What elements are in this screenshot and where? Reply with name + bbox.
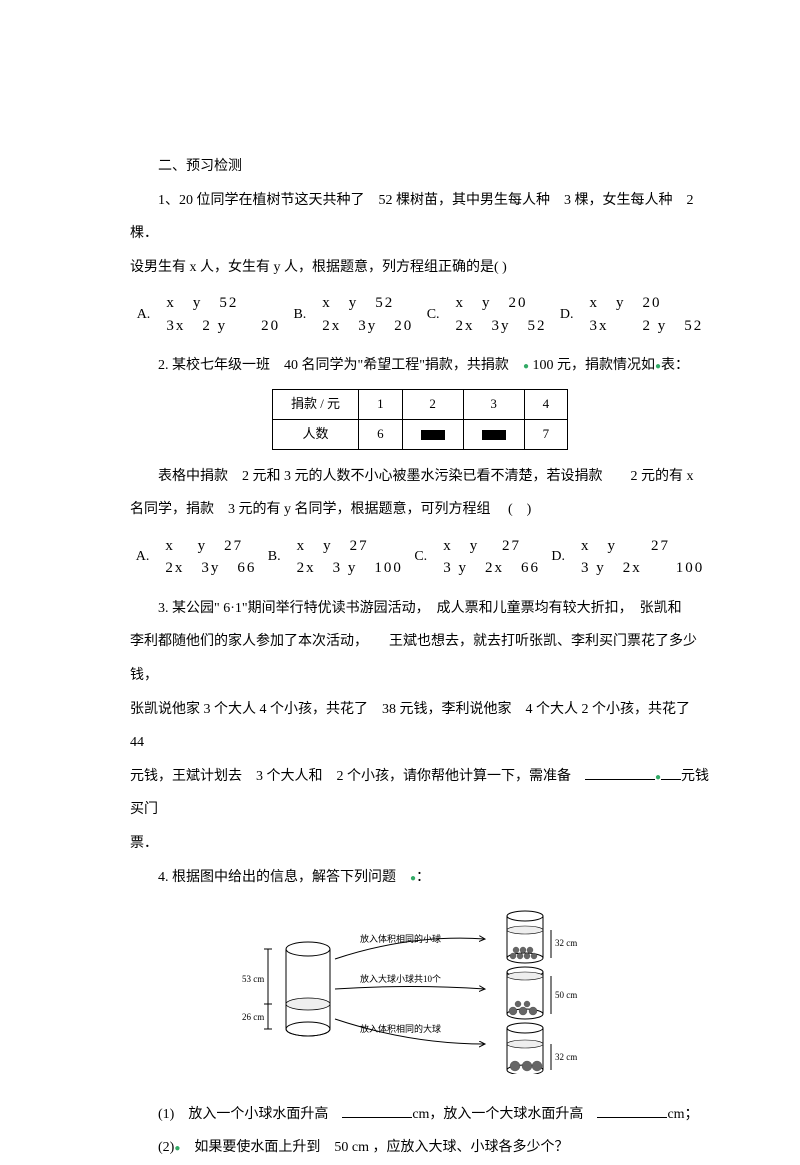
q2-option-c: C. x y 27 3 y 2x 66: [414, 535, 540, 580]
cell: 3: [463, 389, 524, 419]
eq: x y 20: [590, 292, 704, 315]
eq: x y 27: [581, 535, 704, 558]
label: 放入大球小球共10个: [360, 973, 441, 984]
q1-option-a: A. x y 52 3x 2 y 20: [137, 292, 280, 337]
label: 放入体积相同的小球: [360, 933, 441, 944]
q4-s1b: cm，放入一个大球水面升高: [412, 1107, 597, 1122]
section-title: 二、预习检测: [130, 150, 710, 184]
option-label: C.: [414, 540, 427, 574]
blank-line: [342, 1104, 412, 1118]
q4-title: 4. 根据图中给出的信息，解答下列问题 ●：: [130, 861, 710, 895]
label: 26 cm: [242, 1012, 264, 1022]
ink-icon: [482, 430, 506, 440]
eq: 3 y 2x 66: [443, 557, 540, 580]
q2-options: A. x y 27 2x 3y 66 B. x y 27 2x 3 y 100 …: [130, 535, 710, 580]
q4-s1a: (1) 放入一个小球水面升高: [158, 1107, 342, 1122]
option-label: D.: [560, 298, 574, 332]
q2-l1b: 100 元，捐款情况如: [529, 358, 655, 373]
q3-l1: 3. 某公园" 6·1"期间举行特优读书游园活动， 成人票和儿童票均有较大折扣，…: [130, 592, 710, 626]
cell: 1: [359, 389, 403, 419]
q3-l2: 李利都随他们的家人参加了本次活动， 王斌也想去，就去打听张凯、李利买门票花了多少…: [130, 625, 710, 692]
q2-option-d: D. x y 27 3 y 2x 100: [551, 535, 704, 580]
option-label: A.: [137, 298, 151, 332]
q3-l4a: 元钱，王斌计划去 3 个大人和 2 个小孩，请你帮他计算一下，需准备: [130, 769, 585, 784]
eq: 3x 2 y 20: [166, 315, 280, 338]
cell: 4: [524, 389, 568, 419]
q2-l1c: 表：: [661, 358, 689, 373]
eq: 3 y 2x 100: [581, 557, 704, 580]
blank-line: [661, 766, 681, 780]
q1-line2: 设男生有 x 人，女生有 y 人，根据题意，列方程组正确的是( ): [130, 251, 710, 285]
dot-icon: ●: [174, 1143, 180, 1154]
q4-title-text: 4. 根据图中给出的信息，解答下列问题: [158, 870, 410, 885]
option-label: C.: [427, 298, 440, 332]
cell: 6: [359, 419, 403, 449]
q2-option-b: B. x y 27 2x 3 y 100: [268, 535, 403, 580]
option-label: B.: [293, 298, 306, 332]
eq: x y 27: [443, 535, 540, 558]
cell: 捐款 / 元: [272, 389, 358, 419]
blank-line: [585, 766, 655, 780]
eq: x y 52: [322, 292, 413, 315]
eq: x y 20: [456, 292, 547, 315]
q1-option-c: C. x y 20 2x 3y 52: [427, 292, 547, 337]
q4-title-end: ：: [416, 870, 430, 885]
label: 放入体积相同的大球: [360, 1023, 441, 1034]
eq: 3x 2 y 52: [590, 315, 704, 338]
eq: 2x 3 y 100: [297, 557, 403, 580]
cell: 人数: [272, 419, 358, 449]
q1-line1: 1、20 位同学在植树节这天共种了 52 棵树苗，其中男生每人种 3 棵，女生每…: [130, 184, 710, 251]
cylinder-diagram-icon: 53 cm 26 cm 放入体积相同的小球 放入大球小球共10个 放入体积相同的…: [240, 904, 600, 1074]
q2-line2: 表格中捐款 2 元和 3 元的人数不小心被墨水污染已看不清楚，若设捐款 2 元的…: [130, 460, 710, 494]
label: 50 cm: [555, 990, 577, 1000]
ink-icon: [421, 430, 445, 440]
cell: 2: [402, 389, 463, 419]
option-label: A.: [136, 540, 150, 574]
cell-ink: [402, 419, 463, 449]
q1-option-b: B. x y 52 2x 3y 20: [293, 292, 413, 337]
q3-l5: 票．: [130, 827, 710, 861]
eq: 2x 3y 20: [322, 315, 413, 338]
q1-option-d: D. x y 20 3x 2 y 52: [560, 292, 703, 337]
label: 32 cm: [555, 938, 577, 948]
q4-s2a: (2): [158, 1140, 174, 1155]
label: 53 cm: [242, 974, 264, 984]
q4-s2b: 如果要使水面上升到 50 cm ，应放入大球、小球各多少个？: [194, 1140, 568, 1155]
eq: x y 52: [166, 292, 280, 315]
q2-table: 捐款 / 元 1 2 3 4 人数 6 7: [272, 389, 568, 450]
q2-line3: 名同学，捐款 3 元的有 y 名同学，根据题意，可列方程组 ( ): [130, 493, 710, 527]
q3-l4: 元钱，王斌计划去 3 个大人和 2 个小孩，请你帮他计算一下，需准备 ●元钱买门: [130, 760, 710, 827]
blank-line: [597, 1104, 667, 1118]
eq: 2x 3y 66: [165, 557, 256, 580]
eq: 2x 3y 52: [456, 315, 547, 338]
eq: x y 27: [165, 535, 256, 558]
option-label: D.: [551, 540, 565, 574]
q4-sub1: (1) 放入一个小球水面升高 cm，放入一个大球水面升高 cm；: [130, 1098, 710, 1132]
q2-line1: 2. 某校七年级一班 40 名同学为"希望工程"捐款，共捐款 ● 100 元，捐…: [130, 349, 710, 383]
eq: x y 27: [297, 535, 403, 558]
q4-diagram: 53 cm 26 cm 放入体积相同的小球 放入大球小球共10个 放入体积相同的…: [130, 904, 710, 1088]
q1-options: A. x y 52 3x 2 y 20 B. x y 52 2x 3y 20 C…: [130, 292, 710, 337]
q2-option-a: A. x y 27 2x 3y 66: [136, 535, 257, 580]
q4-s1c: cm；: [667, 1107, 698, 1122]
cell-ink: [463, 419, 524, 449]
option-label: B.: [268, 540, 281, 574]
q2-l1a: 2. 某校七年级一班 40 名同学为"希望工程"捐款，共捐款: [158, 358, 523, 373]
q4-sub2: (2)● 如果要使水面上升到 50 cm ，应放入大球、小球各多少个？: [130, 1131, 710, 1165]
cell: 7: [524, 419, 568, 449]
label: 32 cm: [555, 1052, 577, 1062]
q3-l3: 张凯说他家 3 个大人 4 个小孩，共花了 38 元钱，李利说他家 4 个大人 …: [130, 693, 710, 760]
